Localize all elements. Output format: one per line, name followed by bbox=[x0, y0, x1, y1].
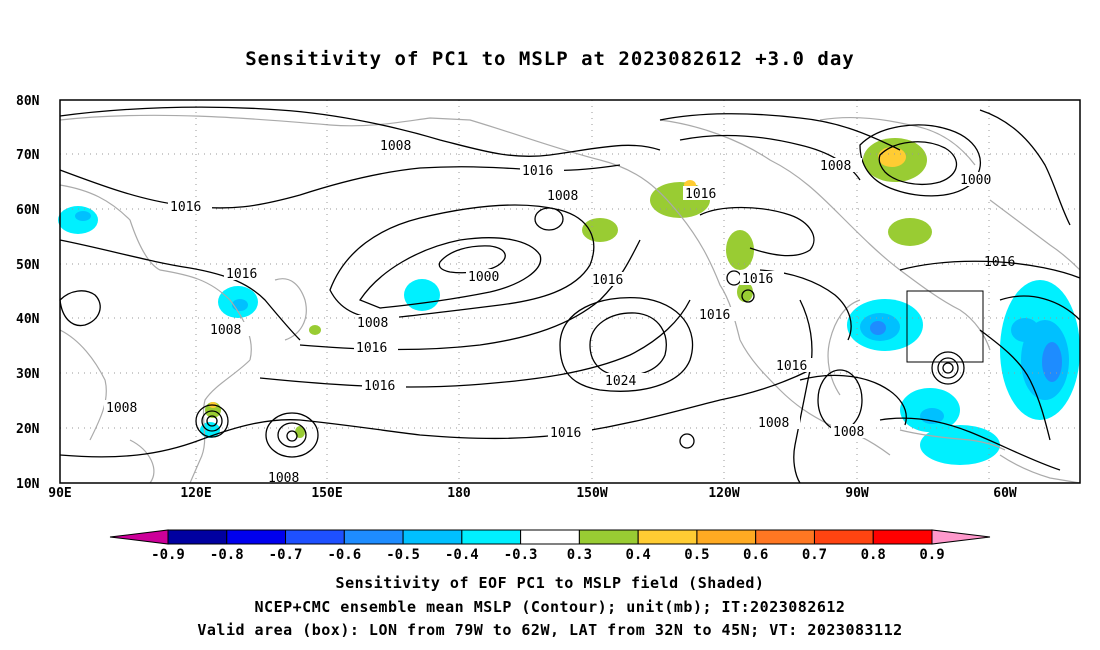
colorbar-label: -0.4 bbox=[445, 547, 479, 563]
contour-label: 1016 bbox=[592, 273, 623, 288]
colorbar-swatch bbox=[167, 529, 228, 545]
colorbar-label: 0.7 bbox=[802, 547, 827, 563]
lat-label: 40N bbox=[16, 312, 40, 327]
contour-label: 1000 bbox=[468, 270, 499, 285]
contour-label: 1008 bbox=[547, 189, 578, 204]
colorbar-swatch bbox=[285, 529, 345, 545]
map-frame bbox=[59, 99, 1081, 484]
colorbar-label: 0.8 bbox=[861, 547, 886, 563]
lat-label: 20N bbox=[16, 422, 40, 437]
colorbar-swatch bbox=[755, 529, 815, 545]
footer-line-3: Valid area (box): LON from 79W to 62W, L… bbox=[197, 621, 903, 639]
contour-label: 1016 bbox=[170, 200, 201, 215]
lon-label: 90W bbox=[845, 486, 869, 501]
lon-label: 120W bbox=[708, 486, 739, 501]
contour-label-east: 1016 bbox=[984, 255, 1015, 270]
colorbar-swatch bbox=[578, 529, 639, 545]
contour-label: 1008 bbox=[758, 416, 789, 431]
coastlines bbox=[59, 114, 1081, 484]
colorbar-arrow-min bbox=[109, 529, 169, 545]
contour-label: 1016 bbox=[776, 359, 807, 374]
lat-label: 10N bbox=[16, 477, 40, 492]
colorbar-label: 0.4 bbox=[626, 547, 651, 563]
contour-label: 1016 bbox=[356, 341, 387, 356]
colorbar-swatch bbox=[872, 529, 933, 545]
contour-label: 1016 bbox=[742, 272, 773, 287]
lat-label: 30N bbox=[16, 367, 40, 382]
contour-label: 1016 bbox=[522, 164, 553, 179]
contour-label: 1016 bbox=[685, 187, 716, 202]
colorbar-label: -0.5 bbox=[386, 547, 420, 563]
contour-label: 1008 bbox=[380, 139, 411, 154]
contour-label: 1008 bbox=[106, 401, 137, 416]
shading-negative bbox=[58, 206, 1080, 465]
colorbar-label: 0.3 bbox=[567, 547, 592, 563]
lat-label: 50N bbox=[16, 258, 40, 273]
colorbar-swatch bbox=[813, 529, 874, 545]
colorbar-label: -0.7 bbox=[269, 547, 303, 563]
longitude-axis: 90E 120E 150E 180 150W 120W 90W 60W bbox=[48, 486, 1017, 501]
footer-line-1: Sensitivity of EOF PC1 to MSLP field (Sh… bbox=[335, 574, 765, 592]
colorbar-swatch bbox=[461, 529, 522, 545]
lat-label: 70N bbox=[16, 148, 40, 163]
colorbar-swatch bbox=[343, 529, 404, 545]
colorbar-swatch bbox=[402, 529, 463, 545]
colorbar-swatch bbox=[520, 529, 580, 545]
contour-label: 1016 bbox=[364, 379, 395, 394]
contour-label: 1008 bbox=[833, 425, 864, 440]
contour-label: 1024 bbox=[605, 374, 636, 389]
colorbar-label: 0.5 bbox=[684, 547, 709, 563]
contour-labels: 1008 1016 1008 1016 1008 1000 1016 1008 … bbox=[104, 138, 1002, 486]
valid-area-box bbox=[906, 290, 984, 363]
latitude-axis: 80N 70N 60N 50N 40N 30N 20N 10N bbox=[16, 94, 40, 492]
lon-label: 120E bbox=[180, 486, 211, 501]
map-title: Sensitivity of PC1 to MSLP at 2023082612… bbox=[245, 48, 855, 70]
lon-label: 60W bbox=[993, 486, 1017, 501]
lon-label: 90E bbox=[48, 486, 71, 501]
contour-label: 1016 bbox=[550, 426, 581, 441]
lon-label: 150W bbox=[576, 486, 607, 501]
colorbar-label: -0.9 bbox=[151, 547, 185, 563]
colorbar-swatch bbox=[226, 529, 287, 545]
colorbar-arrow-max bbox=[931, 529, 991, 545]
contour-label: 1008 bbox=[210, 323, 241, 338]
lat-label: 80N bbox=[16, 94, 40, 109]
contour-label: 1016 bbox=[699, 308, 730, 323]
lon-label: 150E bbox=[311, 486, 342, 501]
contour-label: 1008 bbox=[357, 316, 388, 331]
colorbar: -0.9 -0.8 -0.7 -0.6 -0.5 -0.4 -0.3 0.3 0.4 0.5 0.6… bbox=[109, 529, 991, 563]
lon-label: 180 bbox=[447, 486, 471, 501]
contour-label: 1016 bbox=[226, 267, 257, 282]
footer-line-2: NCEP+CMC ensemble mean MSLP (Contour); u… bbox=[254, 598, 846, 616]
colorbar-label: -0.8 bbox=[210, 547, 244, 563]
colorbar-label: -0.6 bbox=[327, 547, 361, 563]
colorbar-label: 0.6 bbox=[743, 547, 768, 563]
contour-label: 1008 bbox=[820, 159, 851, 174]
lat-label: 60N bbox=[16, 203, 40, 218]
colorbar-label: -0.3 bbox=[504, 547, 538, 563]
colorbar-swatch bbox=[637, 529, 698, 545]
colorbar-swatch bbox=[696, 529, 757, 545]
colorbar-label: 0.9 bbox=[919, 547, 944, 563]
contour-label: 1000 bbox=[960, 173, 991, 188]
